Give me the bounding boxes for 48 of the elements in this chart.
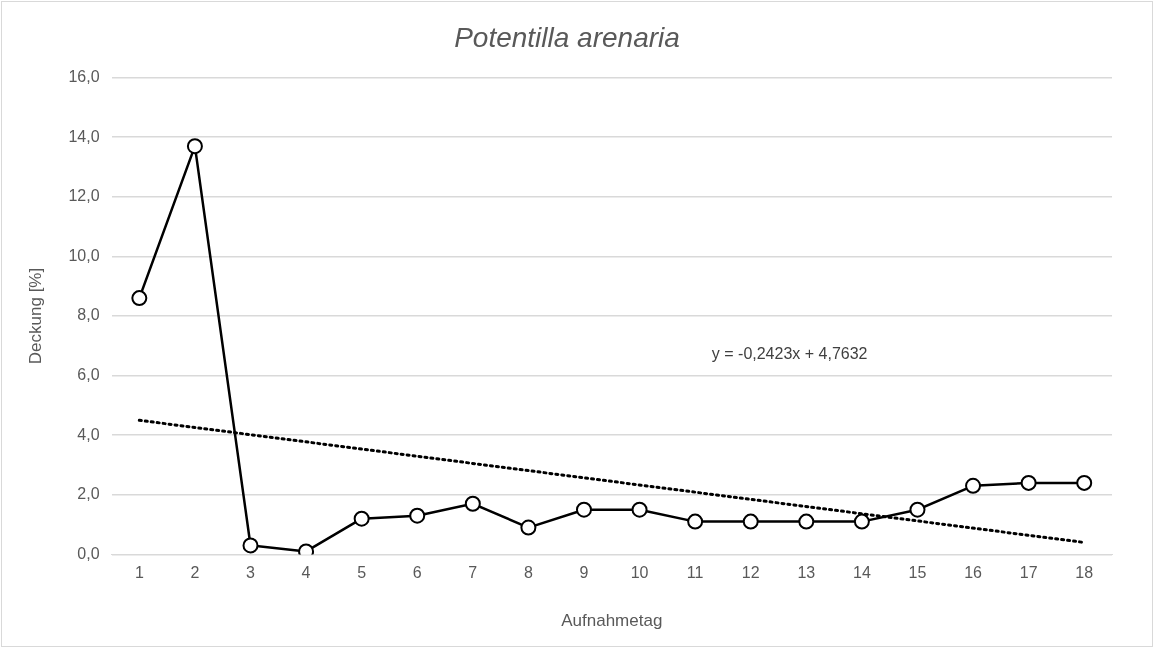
y-tick-label: 6,0 [77,366,100,384]
x-tick-label: 7 [468,564,478,582]
point [1020,474,1037,491]
point [687,513,704,530]
x-tick-label: 3 [246,564,256,582]
x-tick-label: 16 [964,564,983,582]
point [409,507,426,524]
x-tick-label: 17 [1019,564,1038,582]
x-tick-label: 14 [852,564,871,582]
y-tick-label: 16,0 [68,68,100,86]
y-tick-label: 2,0 [77,485,100,503]
x-tick-label: 15 [908,564,927,582]
x-tick-label: 8 [523,564,533,582]
point [242,537,259,554]
point [353,510,370,527]
x-tick-label: 11 [686,564,704,582]
point [853,513,870,530]
point [1076,474,1093,491]
y-tick-label: 10,0 [68,246,100,264]
y-axis-title: Deckung [%] [25,267,45,365]
x-tick-label: 12 [741,564,760,582]
y-tick-label: 8,0 [77,306,100,324]
y-tick-label: 4,0 [77,425,100,443]
x-axis-title: Aufnahmetag [561,611,663,631]
annotation: y = -0,2423x + 4,7632 [711,344,868,362]
point [965,477,982,494]
x-tick-label: 9 [579,564,589,582]
x-tick-label: 2 [190,564,200,582]
x-tick-label: 13 [797,564,816,582]
point [909,501,926,518]
x-tick-label: 5 [357,564,367,582]
point [798,513,815,530]
x-tick-label: 6 [412,564,422,582]
x-tick-label: 4 [301,564,311,582]
point [186,138,203,155]
y-tick-label: 14,0 [68,127,100,145]
point [520,519,537,536]
chart-title: Potentilla arenaria [454,21,680,53]
point [131,290,148,307]
y-tick-label: 0,0 [77,544,100,562]
point [464,495,481,512]
x-tick-label: 1 [134,564,144,582]
point [742,513,759,530]
x-tick-label: 10 [630,564,649,582]
point [631,501,648,518]
y-tick-label: 12,0 [68,187,100,205]
point [575,501,592,518]
x-tick-label: 18 [1075,564,1094,582]
